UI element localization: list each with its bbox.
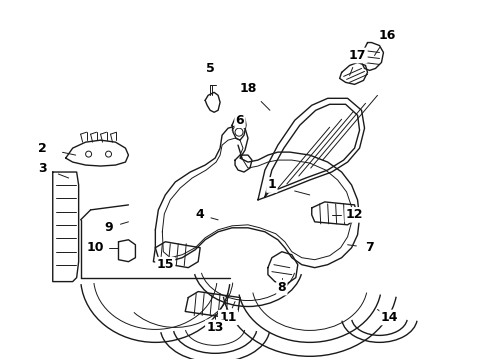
Text: 18: 18 [239, 82, 257, 95]
Text: 16: 16 [379, 29, 396, 42]
Text: 7: 7 [365, 241, 374, 254]
Text: 5: 5 [206, 62, 215, 75]
Text: 6: 6 [236, 114, 245, 127]
Text: 1: 1 [268, 179, 276, 192]
Text: 11: 11 [220, 311, 237, 324]
Text: 13: 13 [206, 321, 224, 334]
Text: 4: 4 [196, 208, 204, 221]
Text: 8: 8 [277, 281, 286, 294]
Text: 2: 2 [38, 141, 47, 155]
Text: 10: 10 [87, 241, 104, 254]
Text: 3: 3 [39, 162, 47, 175]
Text: 14: 14 [381, 311, 398, 324]
Text: 9: 9 [104, 221, 113, 234]
Text: 17: 17 [349, 49, 367, 62]
Text: 15: 15 [157, 258, 174, 271]
Text: 12: 12 [346, 208, 363, 221]
